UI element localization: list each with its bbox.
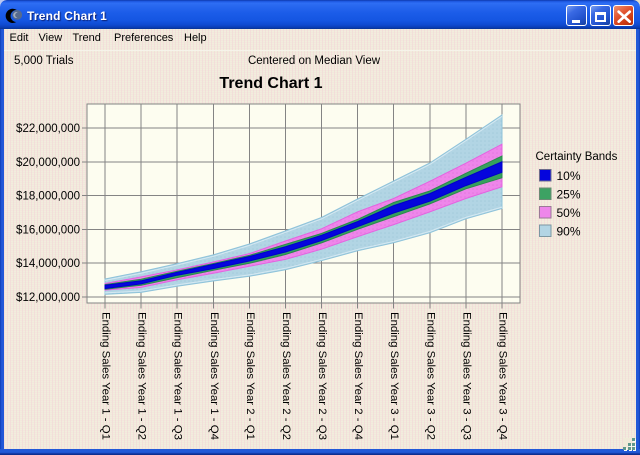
svg-text:Ending Sales Year 1 - Q3: Ending Sales Year 1 - Q3: [172, 312, 184, 440]
svg-text:$12,000,000: $12,000,000: [16, 292, 80, 304]
svg-text:Trend Chart 1: Trend Chart 1: [219, 75, 322, 92]
svg-text:5,000 Trials: 5,000 Trials: [14, 55, 74, 67]
svg-text:Ending Sales Year 2 - Q3: Ending Sales Year 2 - Q3: [316, 312, 328, 440]
svg-text:Ending Sales Year 1 - Q2: Ending Sales Year 1 - Q2: [136, 312, 148, 440]
svg-text:Ending Sales Year 3 - Q4: Ending Sales Year 3 - Q4: [497, 312, 509, 440]
svg-text:90%: 90%: [557, 225, 581, 239]
svg-text:Centered on Median View: Centered on Median View: [248, 55, 381, 67]
svg-text:25%: 25%: [557, 188, 581, 202]
svg-text:10%: 10%: [557, 169, 581, 183]
svg-text:$22,000,000: $22,000,000: [16, 123, 80, 135]
svg-text:Ending Sales Year 3 - Q3: Ending Sales Year 3 - Q3: [460, 312, 472, 440]
svg-text:Ending Sales Year 2 - Q1: Ending Sales Year 2 - Q1: [244, 312, 256, 440]
svg-text:$18,000,000: $18,000,000: [16, 191, 80, 203]
svg-text:$20,000,000: $20,000,000: [16, 157, 80, 169]
svg-text:Ending Sales Year 3 - Q1: Ending Sales Year 3 - Q1: [388, 312, 400, 440]
svg-text:Ending Sales Year 2 - Q4: Ending Sales Year 2 - Q4: [352, 312, 364, 440]
svg-text:Ending Sales Year 1 - Q1: Ending Sales Year 1 - Q1: [100, 312, 112, 440]
svg-text:50%: 50%: [557, 206, 581, 220]
svg-text:$14,000,000: $14,000,000: [16, 258, 80, 270]
svg-text:Ending Sales Year 3 - Q2: Ending Sales Year 3 - Q2: [424, 312, 436, 440]
svg-text:Ending Sales Year 1 - Q4: Ending Sales Year 1 - Q4: [208, 312, 220, 440]
svg-text:$16,000,000: $16,000,000: [16, 224, 80, 236]
svg-text:Certainty Bands: Certainty Bands: [536, 151, 618, 163]
svg-text:Ending Sales Year 2 - Q2: Ending Sales Year 2 - Q2: [280, 312, 292, 440]
